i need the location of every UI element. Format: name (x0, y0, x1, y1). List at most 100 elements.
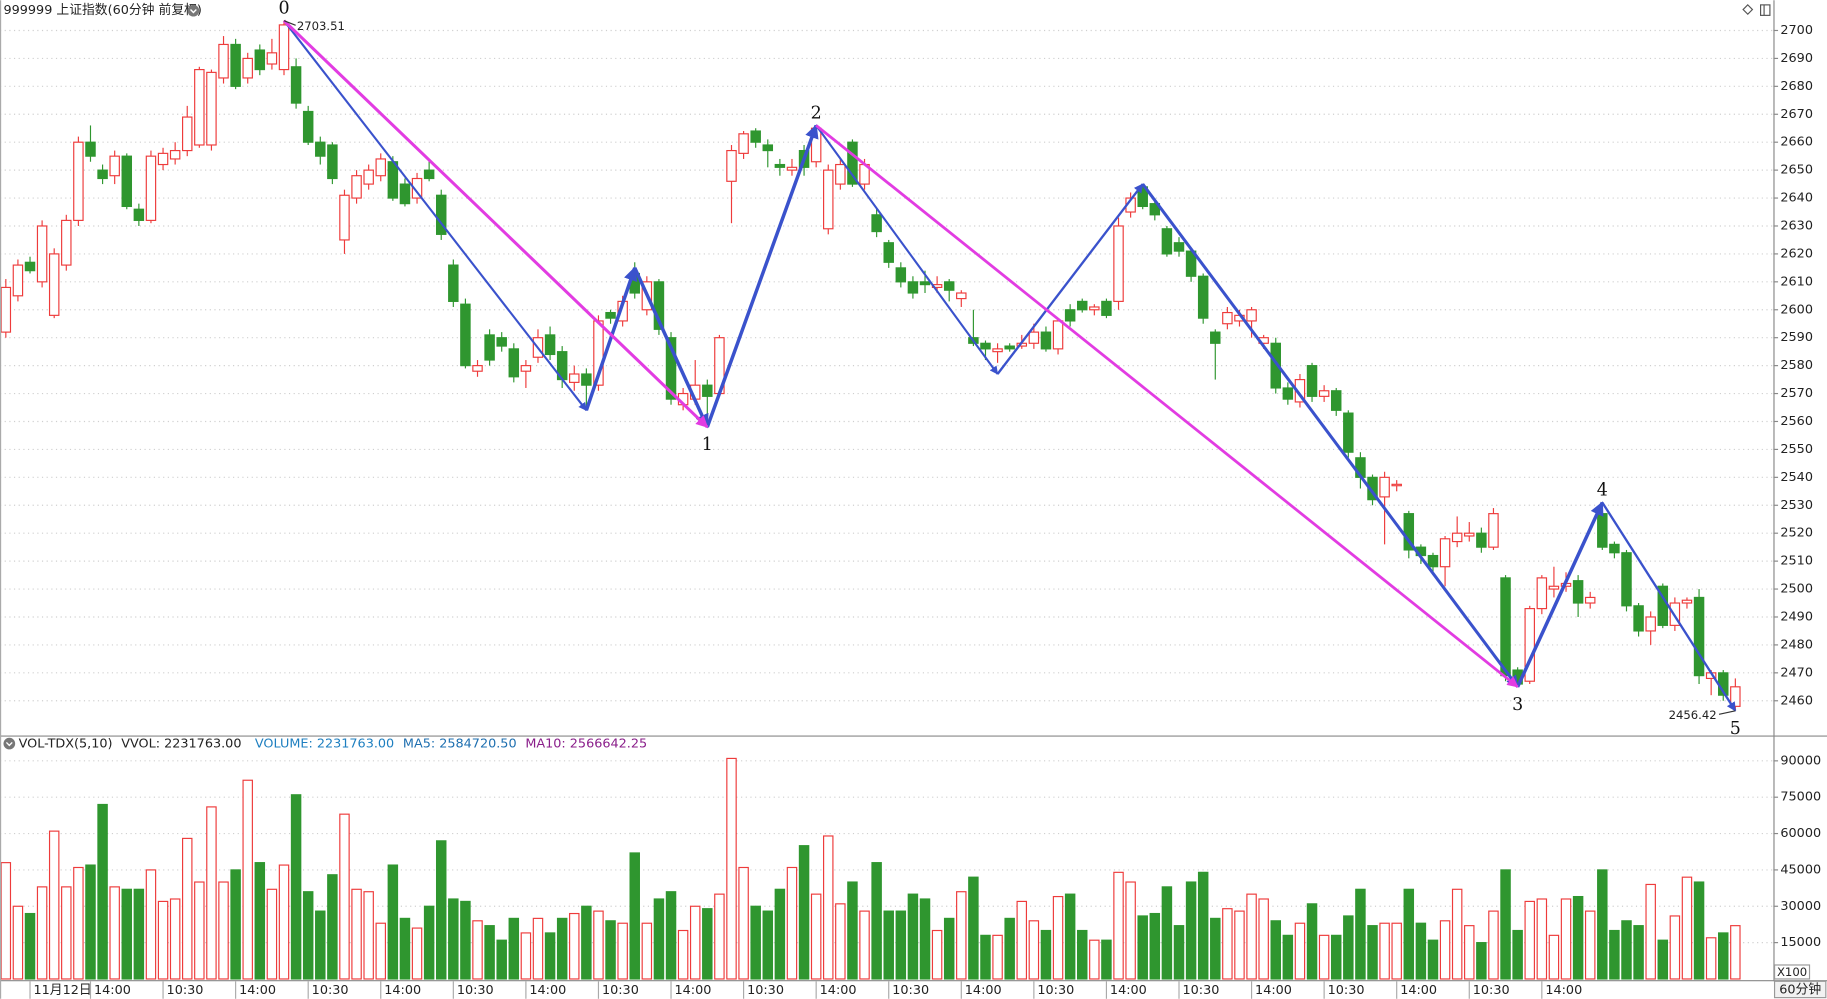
volume-bar (1101, 939, 1112, 980)
candle-body (738, 133, 749, 154)
volume-bar (786, 866, 798, 980)
volume-bar (980, 934, 991, 980)
volume-bar (823, 835, 834, 980)
volume-bar (1028, 920, 1040, 980)
volume-bar (423, 905, 435, 980)
panel-icon[interactable] (1760, 4, 1771, 16)
volume-bar (85, 864, 96, 980)
candle-body (1197, 275, 1209, 319)
candle-body (883, 242, 894, 263)
volume-bar (290, 794, 302, 980)
volume-bar (593, 910, 604, 980)
volume-bar (1161, 886, 1173, 980)
x-tick-label: 14:00 (1400, 983, 1437, 998)
candles (0, 20, 1741, 711)
candle-body (581, 373, 592, 386)
volume-bar (1609, 929, 1620, 980)
x-tick-label: 10:30 (312, 983, 349, 998)
volume-menu-icon[interactable] (3, 737, 16, 750)
x-tick-label: 14:00 (1110, 983, 1147, 998)
volume-bar (194, 881, 205, 980)
vvol: VVOL: 2231763.00 (121, 736, 241, 751)
ma10-value: MA10: 2566642.25 (525, 736, 647, 751)
candle-body (895, 267, 907, 283)
volume-bar (48, 830, 60, 980)
wave-label: 5 (1730, 719, 1741, 739)
y-tick-label: 2690 (1780, 51, 1813, 66)
volume-unit: X100 (1777, 965, 1807, 979)
wave-line (1601, 501, 1737, 712)
candle-body (254, 49, 266, 71)
candle-body (266, 52, 278, 65)
y-tick-label: 2600 (1780, 302, 1813, 317)
chart-title: 999999 上证指数(60分钟 前复权) (3, 2, 201, 18)
candle-body (327, 144, 338, 180)
x-tick-label: 10:30 (1182, 983, 1219, 998)
y2-tick-label: 60000 (1780, 826, 1821, 841)
volume-bar (1705, 937, 1717, 980)
candle-body (460, 303, 471, 367)
volume-bar (387, 864, 399, 980)
volume-bar (1258, 898, 1269, 980)
candle-body (992, 348, 1003, 353)
x-tick-label: 14:00 (94, 983, 131, 998)
x-tick-label: 10:30 (1473, 983, 1510, 998)
candle-body (278, 24, 290, 71)
y-tick-label: 2570 (1780, 386, 1813, 401)
candle-body (1282, 387, 1294, 400)
candle-body (218, 43, 229, 79)
x-tick-label: 14:00 (529, 983, 566, 998)
volume-bar (871, 862, 882, 980)
y-tick-label: 2500 (1780, 582, 1813, 597)
volume-bar (121, 888, 133, 980)
y-tick-label: 2700 (1780, 23, 1813, 38)
candle-body (73, 141, 84, 221)
candle-body (351, 175, 362, 199)
candle-body (835, 163, 846, 185)
candle-body (1064, 309, 1076, 322)
y-tick-label: 2620 (1780, 246, 1813, 261)
wave-lines: 0 1 2 3 4 5 2703.51 2456.42 (278, 0, 1740, 739)
volume-bar (1427, 939, 1439, 980)
volume-bar (327, 874, 338, 980)
volume-header: VOL-TDX(5,10) VVOL: 2231763.00 VOLUME: 2… (19, 736, 648, 751)
volume-bar (1234, 910, 1245, 980)
candle-body (182, 116, 193, 152)
diamond-icon[interactable] (1742, 4, 1754, 16)
y-tick-label: 2480 (1780, 637, 1813, 652)
volume-bar (230, 869, 241, 980)
volume-bar (1113, 871, 1124, 980)
y-tick-label: 2590 (1780, 330, 1813, 345)
candle-body (61, 219, 72, 266)
volume-bar (1536, 898, 1548, 980)
candle-body (726, 149, 737, 182)
candle-body (1222, 311, 1233, 325)
candle-body (363, 169, 374, 185)
volume-bar (1016, 900, 1028, 980)
menu-icon[interactable] (187, 4, 200, 17)
y-tick-label: 2650 (1780, 163, 1813, 178)
x-tick-label: 10:30 (747, 983, 784, 998)
volume-bar (12, 905, 24, 980)
candle-body (97, 169, 108, 180)
wave-line (584, 266, 638, 411)
wave-label: 1 (702, 435, 713, 455)
candle-body (1730, 686, 1741, 707)
volume-bar (375, 922, 387, 980)
candle-body (653, 281, 665, 330)
menu-icon-arrow (190, 9, 197, 14)
candle-body (665, 337, 677, 400)
candle-body (1645, 616, 1656, 632)
y-tick-label: 2530 (1780, 498, 1813, 513)
candle-body (145, 155, 157, 221)
volume-bar (1125, 881, 1136, 980)
candle-body (1270, 342, 1281, 389)
y2-tick-label: 15000 (1780, 935, 1821, 950)
period-box[interactable] (1773, 980, 1827, 999)
volume-bar (581, 905, 592, 980)
extreme-label: 2703.51 (297, 19, 345, 33)
y-tick-label: 2640 (1780, 191, 1813, 206)
volume-bar (943, 917, 955, 980)
volume-bar (1089, 939, 1100, 980)
x-tick-label: 10:30 (1328, 983, 1365, 998)
